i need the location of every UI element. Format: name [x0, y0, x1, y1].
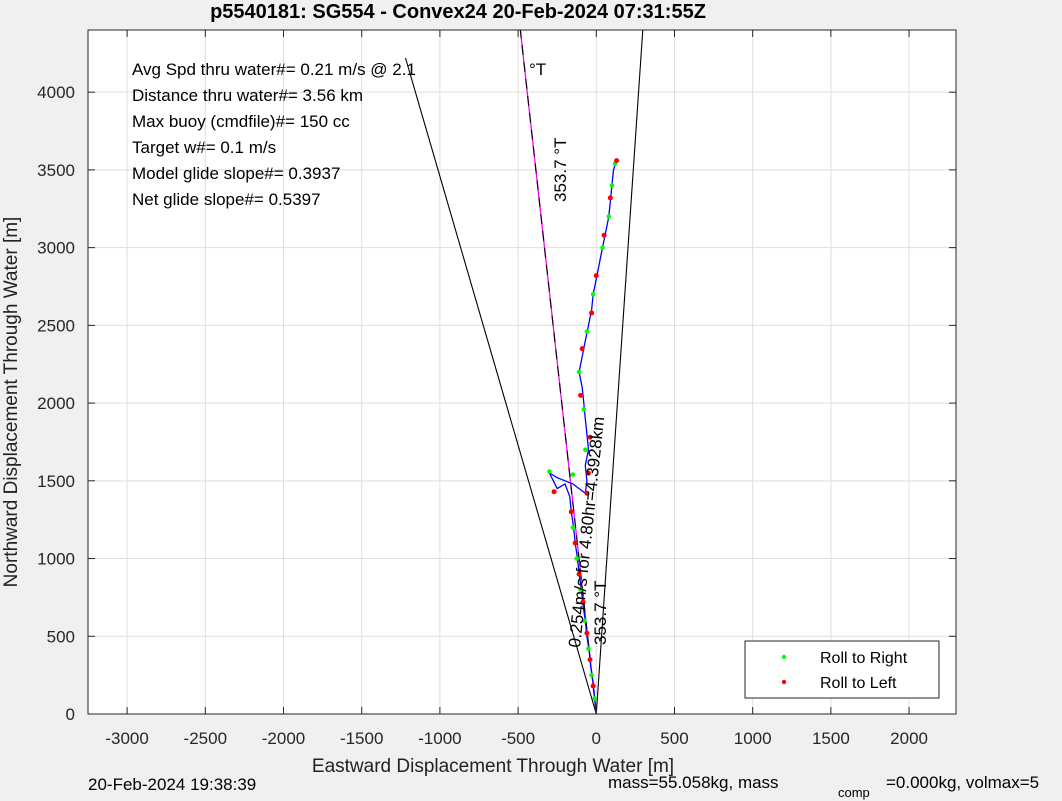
y-tick-label: 500 — [47, 627, 75, 646]
info-line-model-glide: Model glide slope#= 0.3937 — [132, 164, 340, 183]
y-tick-label: 3000 — [37, 239, 75, 258]
track — [547, 160, 618, 715]
roll-right-point — [581, 407, 587, 412]
x-tick-label: -1500 — [340, 729, 383, 748]
info-line-max-buoy: Max buoy (cmdfile)#= 150 cc — [132, 112, 350, 131]
roll-right-point — [547, 469, 552, 474]
roll-right-point — [609, 183, 615, 188]
axes-frame — [87, 29, 957, 715]
footer-date: 20-Feb-2024 19:38:39 — [88, 775, 256, 794]
x-tick-label: 2000 — [890, 729, 928, 748]
roll-left-point — [587, 434, 593, 440]
roll-left-point — [578, 392, 584, 398]
roll-right-point — [606, 214, 612, 219]
roll-left-point — [580, 599, 586, 605]
roll-right-point — [600, 245, 605, 250]
info-deg-t: °T — [529, 60, 546, 79]
y-tick-label: 2500 — [37, 316, 75, 335]
roll-left-point — [551, 489, 557, 495]
roll-left-point — [584, 630, 590, 636]
x-tick-label: 1500 — [812, 729, 850, 748]
info-text-block: Avg Spd thru water#= 0.21 m/s @ 2.1 °T D… — [132, 60, 546, 209]
roll-left-point — [572, 540, 578, 546]
y-tick-label: 2000 — [37, 394, 75, 413]
legend-marker-roll-right — [781, 654, 787, 660]
legend: Roll to Right Roll to Left — [744, 640, 940, 699]
roll-left-point — [607, 195, 613, 201]
y-axis-ticks: 0 500 1000 1500 2000 2500 3000 3500 4000 — [37, 83, 956, 724]
heading-label-top: 353.7 °T — [551, 138, 570, 202]
roll-left-point — [587, 657, 593, 663]
track-line — [547, 160, 618, 715]
roll-left-point — [579, 346, 585, 352]
x-tick-label: -2500 — [184, 729, 227, 748]
x-tick-label: -2000 — [262, 729, 305, 748]
info-line-distance: Distance thru water#= 3.56 km — [132, 86, 363, 105]
info-line-net-glide: Net glide slope#= 0.5397 — [132, 190, 321, 209]
roll-left-point — [593, 273, 599, 279]
x-tick-label: -500 — [501, 729, 535, 748]
chart-title: p5540181: SG554 - Convex24 20-Feb-2024 0… — [210, 1, 706, 23]
roll-left-point — [568, 509, 574, 515]
roll-right-point — [584, 329, 590, 334]
roll-left-point — [585, 470, 591, 476]
roll-left-point — [589, 310, 595, 316]
legend-marker-roll-left — [781, 679, 787, 685]
y-axis-label: Northward Displacement Through Water [m] — [1, 217, 22, 588]
legend-label-roll-left: Roll to Left — [820, 675, 897, 692]
roll-left-point — [584, 490, 590, 496]
roll-right-point — [590, 291, 596, 297]
y-tick-label: 4000 — [37, 83, 75, 102]
roll-left-point — [576, 571, 582, 577]
x-tick-label: 1000 — [734, 729, 772, 748]
glide-line-dashed — [519, 29, 597, 715]
footer-mass: mass=55.058kg, mass — [608, 773, 779, 792]
roll-right-point — [582, 618, 587, 624]
roll-right-point — [570, 472, 576, 477]
info-line-target-w: Target w#= 0.1 m/s — [132, 138, 276, 157]
x-tick-label: -1000 — [418, 729, 461, 748]
x-tick-label: -3000 — [105, 729, 148, 748]
y-tick-label: 1000 — [37, 550, 75, 569]
roll-right-point — [578, 587, 583, 592]
x-tick-label: 500 — [660, 729, 688, 748]
roll-left-point — [601, 232, 607, 238]
roll-right-point — [574, 556, 580, 561]
x-tick-label: 0 — [592, 729, 601, 748]
legend-box — [744, 640, 940, 699]
plot-area: -3000 -2500 -2000 -1500 -1000 -500 0 500 1000 150… — [37, 29, 957, 748]
heading-fan-line — [595, 29, 644, 715]
legend-label-roll-right: Roll to Right — [820, 650, 908, 667]
heading-fan-line — [404, 57, 597, 715]
roll-left-point — [590, 683, 596, 689]
info-line-avg-speed: Avg Spd thru water#= 0.21 m/s @ 2.1 — [132, 60, 416, 79]
roll-right-point — [592, 696, 598, 701]
roll-right-point — [576, 369, 582, 375]
axes-background — [88, 30, 956, 714]
y-tick-label: 0 — [66, 705, 75, 724]
roll-right-point — [570, 525, 576, 530]
y-tick-label: 3500 — [37, 161, 75, 180]
roll-right-point — [583, 447, 588, 453]
heading-label-bottom: 353.7 °T — [591, 581, 610, 645]
roll-right-point — [586, 646, 591, 652]
x-axis-ticks: -3000 -2500 -2000 -1500 -1000 -500 0 500 1000 150… — [105, 30, 928, 748]
x-axis-label: Eastward Displacement Through Water [m] — [312, 756, 674, 777]
roll-markers — [547, 158, 620, 701]
roll-left-point — [614, 158, 620, 164]
footer-comp-value: =0.000kg, volmax=5 — [886, 773, 1039, 792]
footer-comp-subscript: comp — [838, 785, 870, 800]
y-tick-label: 1500 — [37, 472, 75, 491]
heading-fan-lines — [404, 29, 644, 715]
roll-right-point — [589, 672, 594, 678]
